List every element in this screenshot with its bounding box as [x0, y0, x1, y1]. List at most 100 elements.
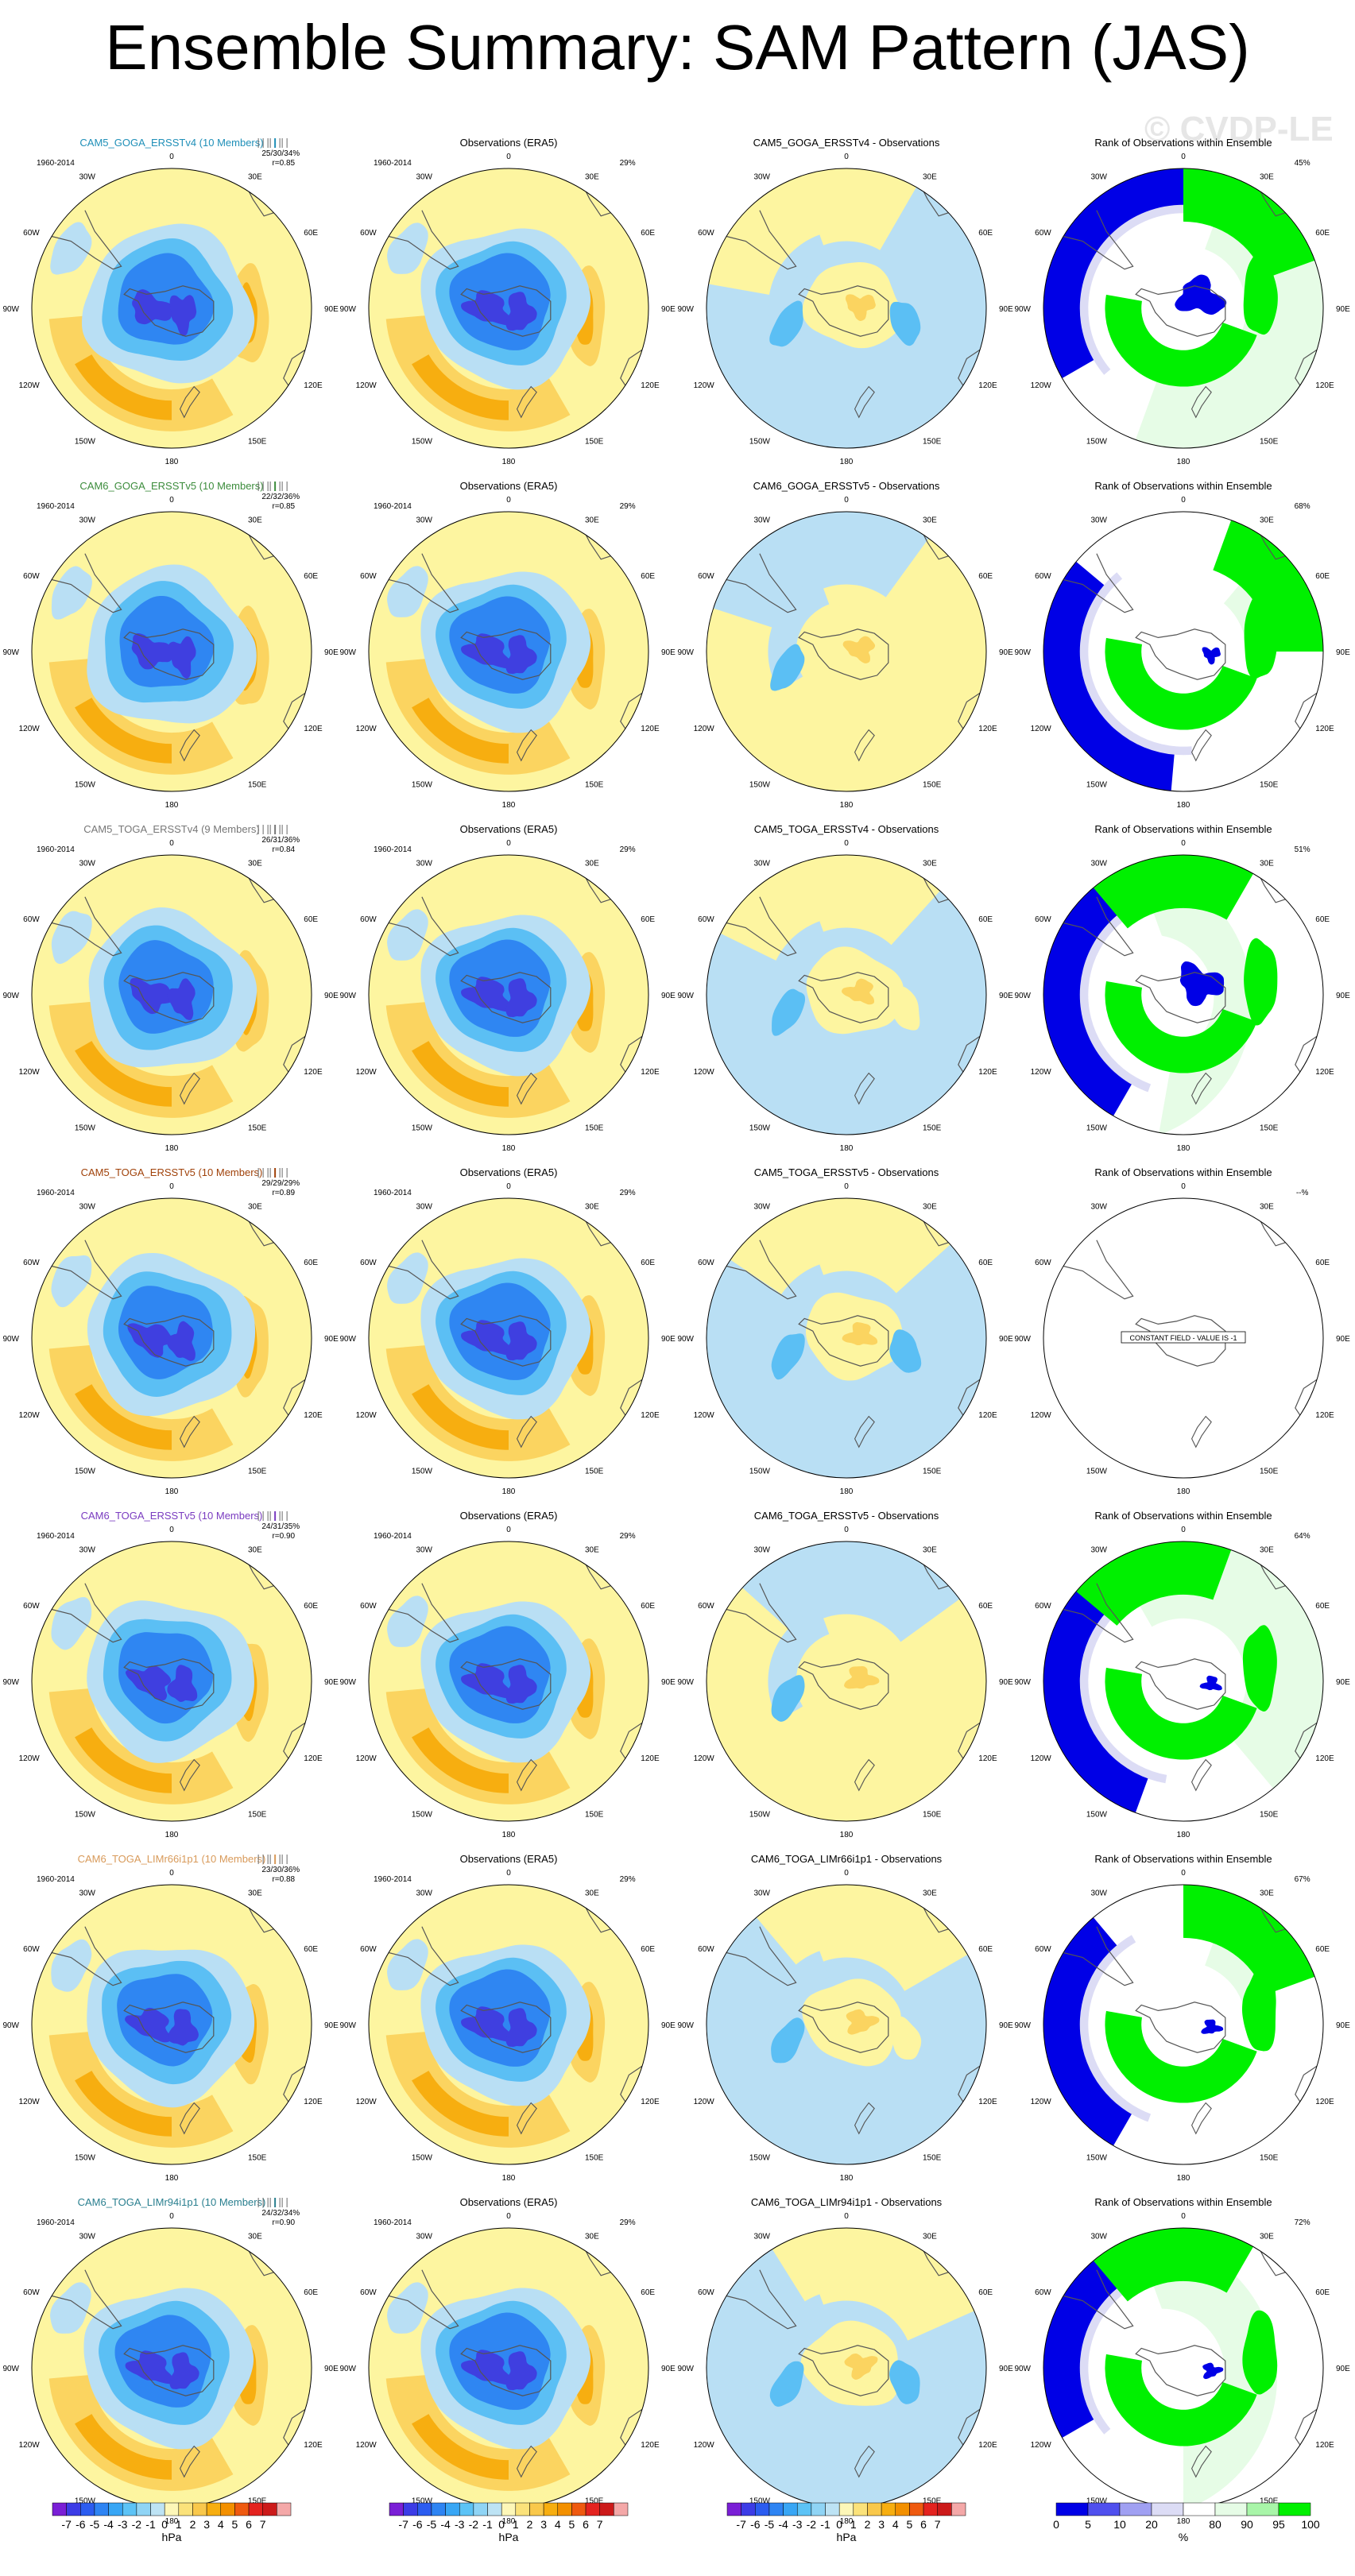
colorbar-label: -5: [765, 2518, 775, 2531]
new-zealand-outline: [179, 729, 200, 762]
colorbar-swatch: [853, 2502, 868, 2516]
colorbar-swatch: [417, 2502, 432, 2516]
difference-blob: [889, 2016, 922, 2060]
new-zealand-outline: [179, 1415, 200, 1449]
antarctica-outline: [1135, 629, 1226, 680]
colorbar-label: -6: [412, 2518, 423, 2531]
lon-label: 150W: [412, 437, 433, 446]
difference-blob: [888, 986, 920, 1031]
colorbar-label: 3: [878, 2518, 885, 2531]
antarctica-outline: [123, 285, 215, 337]
lon-label: 120E: [1315, 725, 1334, 733]
rank-colorbar-unit: %: [1179, 2531, 1188, 2543]
difference-map: [707, 1198, 986, 1478]
lon-label: 150W: [412, 1124, 433, 1132]
period-label: 1960-2014: [37, 1532, 75, 1541]
lon-label: 180: [165, 2174, 179, 2183]
lon-label: 120W: [356, 381, 377, 390]
range-stats: 24/32/34%: [261, 2209, 300, 2218]
lon-label: 90E: [661, 1678, 676, 1687]
colorbar-swatch: [220, 2502, 235, 2516]
lon-label: 120E: [641, 1754, 660, 1763]
model-panel: CAM6_TOGA_LIMr66i1p1 (10 Members) 1960-20…: [2, 1853, 339, 2183]
difference-band: [737, 1541, 966, 1642]
lon-label: 60W: [23, 2288, 40, 2297]
lon-label: 30W: [1090, 1889, 1107, 1898]
lon-label: 90W: [339, 992, 356, 1000]
positive-anomaly-band: [385, 1688, 571, 1804]
colorbar-swatch: [838, 2502, 854, 2516]
lon-label: 0: [169, 1526, 174, 1534]
rank-low-region: [1043, 559, 1175, 791]
lon-label: 0: [169, 1869, 174, 1878]
map-border: [31, 1197, 312, 1479]
new-zealand-outline: [854, 2445, 875, 2478]
difference-title: CAM5_TOGA_ERSSTv5 - Observations: [754, 1166, 939, 1178]
model-map: [32, 2228, 312, 2508]
hpa-colorbar: -7 -6 -5 -4 -3 -2 -1 0 1 2 3 4 5 6 7 hPa: [52, 2502, 292, 2543]
rank-title: Rank of Observations within Ensemble: [1094, 1166, 1272, 1178]
lon-label: 60E: [304, 229, 318, 238]
rank-high-region: [1244, 592, 1278, 679]
colorbar-label: -4: [440, 2518, 451, 2531]
lon-label: 0: [506, 1526, 511, 1534]
lon-label: 120E: [304, 1754, 323, 1763]
lon-label: 60E: [641, 1602, 655, 1611]
difference-negative-core: [769, 2361, 804, 2407]
antarctica-outline: [123, 2002, 215, 2053]
lon-label: 150E: [248, 2153, 267, 2162]
lon-label: 90W: [1014, 1335, 1031, 1344]
south-america-outline: [385, 210, 459, 270]
lon-label: 150W: [1086, 1124, 1108, 1132]
period-label: 1960-2014: [37, 845, 75, 854]
difference-blob: [888, 644, 920, 689]
lon-label: 60W: [698, 1602, 714, 1611]
lon-label: 60E: [304, 2288, 318, 2297]
observations-percent: 29%: [620, 1532, 636, 1541]
south-america-outline: [48, 896, 122, 957]
rank-high-region: [1105, 2354, 1257, 2446]
lon-label: 60E: [978, 915, 993, 924]
pattern-correlation-strip: [257, 138, 288, 148]
rank-colorbar-label: 10: [1113, 2518, 1126, 2531]
lon-label: 150W: [412, 1810, 433, 1819]
lon-label: 30W: [753, 860, 770, 868]
colorbar-swatch: [557, 2502, 572, 2516]
lon-label: 180: [502, 458, 516, 466]
rank-colorbar: 0 5 10 20 80 90 95 100%: [1053, 2502, 1320, 2543]
sam-contours: [32, 1198, 312, 1478]
colorbar-label: 4: [218, 2518, 224, 2531]
lon-label: 90W: [1014, 305, 1031, 314]
new-zealand-outline: [516, 1072, 537, 1105]
lon-label: 0: [1181, 839, 1186, 848]
lon-label: 30W: [1090, 173, 1107, 182]
difference-map: [707, 512, 986, 791]
rank-map: CONSTANT FIELD - VALUE IS -1: [1043, 1198, 1323, 1478]
negative-anomaly-core: [168, 2009, 199, 2046]
lon-label: 30E: [585, 1889, 599, 1898]
observations-title: Observations (ERA5): [460, 480, 558, 492]
difference-blob: [888, 2360, 920, 2404]
lon-label: 150W: [749, 437, 771, 446]
lon-label: 120E: [304, 381, 323, 390]
lon-label: 60E: [641, 915, 655, 924]
positive-anomaly-band: [48, 1688, 234, 1804]
new-zealand-outline: [516, 2102, 537, 2135]
lon-label: 30E: [248, 1203, 262, 1212]
sam-contours: [32, 1541, 312, 1821]
lon-label: 60W: [698, 229, 714, 238]
sam-contours: [369, 855, 648, 1135]
lon-label: 120E: [641, 2441, 660, 2450]
colorbar-swatch: [614, 2502, 629, 2516]
period-label: 1960-2014: [37, 1189, 75, 1197]
lon-label: 90W: [1014, 2021, 1031, 2030]
lon-label: 150W: [1086, 1810, 1108, 1819]
lon-label: 60W: [1035, 1259, 1051, 1267]
lon-label: 120W: [356, 2441, 377, 2450]
lon-label: 90W: [677, 1335, 694, 1344]
cvdp-watermark: © CVDP-LE: [1144, 110, 1334, 149]
lon-label: 90W: [677, 2021, 694, 2030]
pattern-correlation-strip: [257, 482, 288, 491]
lon-label: 180: [840, 458, 854, 466]
sam-contours: [369, 168, 648, 448]
